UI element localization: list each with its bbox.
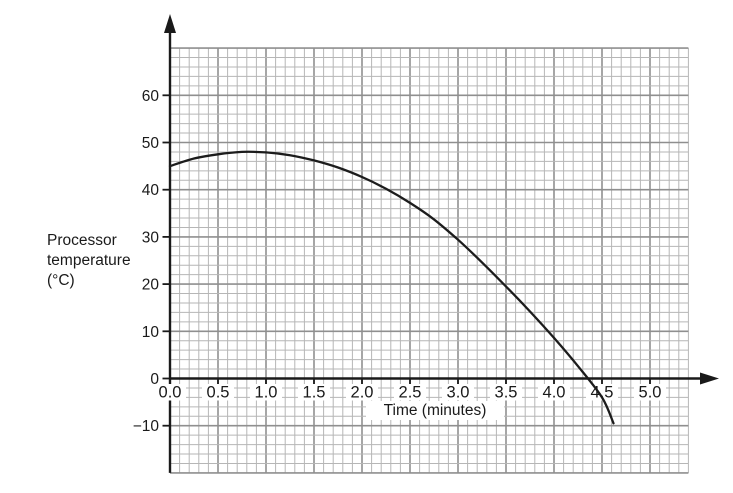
y-tick-label: 20 — [142, 277, 160, 294]
y-axis-title-line3: (°C) — [47, 272, 75, 289]
x-tick-label-bg — [538, 384, 570, 401]
x-tick-label: 0.5 — [207, 384, 230, 402]
x-tick-label: 5.0 — [639, 384, 662, 402]
x-tick-label: 2.0 — [351, 384, 374, 402]
x-tick-label-bg — [250, 384, 282, 401]
x-tick-label: 3.5 — [495, 384, 518, 402]
x-axis-title: Time (minutes) — [366, 401, 504, 420]
x-tick-label: 1.5 — [303, 384, 326, 402]
temperature-curve — [168, 150, 615, 425]
x-axis-arrow-icon — [700, 372, 719, 385]
x-tick-label-bg — [298, 384, 330, 401]
x-tick-label-bg — [634, 384, 666, 401]
y-tick-label: 0 — [150, 371, 159, 388]
y-tick-label: 40 — [142, 182, 160, 199]
x-tick-label-bg — [154, 384, 186, 401]
axes — [162, 14, 719, 473]
y-tick-label: 30 — [142, 229, 160, 246]
y-axis-title-line1: Processor — [47, 232, 117, 249]
x-tick-label: 2.5 — [399, 384, 422, 402]
y-axis-title-line2: temperature — [47, 252, 131, 269]
x-tick-label-bg — [346, 384, 378, 401]
y-axis-arrow-icon — [164, 14, 176, 33]
y-tick-label: 60 — [142, 88, 160, 105]
x-tick-label-bg — [394, 384, 426, 401]
y-tick-label: 50 — [142, 135, 160, 152]
x-tick-label: 1.0 — [255, 384, 278, 402]
y-tick-label: −10 — [133, 418, 160, 435]
x-tick-labels: 0.0 0.5 1.0 1.5 2.0 2.5 3.0 3.5 4.0 4.5 5.0 — [154, 384, 666, 402]
x-tick-label: 0.0 — [159, 384, 182, 402]
y-tick-labels: 60 50 40 30 20 10 0 −10 — [133, 88, 160, 435]
x-tick-label-bg — [490, 384, 522, 401]
x-tick-label-bg — [586, 384, 618, 401]
y-tick-label: 10 — [142, 324, 160, 341]
x-tick-label: 4.0 — [543, 384, 566, 402]
x-tick-label-bg — [442, 384, 474, 401]
y-axis-title: Processor temperature (°C) — [47, 231, 131, 291]
x-tick-label: 3.0 — [447, 384, 470, 402]
x-tick-label-bg — [202, 384, 234, 401]
